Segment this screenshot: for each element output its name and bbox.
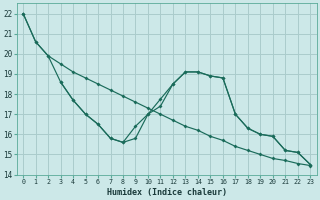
- X-axis label: Humidex (Indice chaleur): Humidex (Indice chaleur): [107, 188, 227, 197]
